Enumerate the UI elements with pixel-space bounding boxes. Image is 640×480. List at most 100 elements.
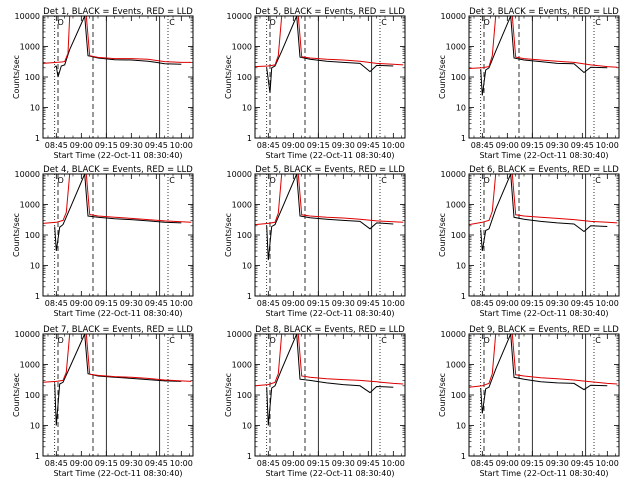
- y-axis-label: Counts/sec: [224, 373, 233, 417]
- x-axis-label: Start Time (22-Oct-11 08:30:40): [479, 469, 608, 478]
- y-tick-label: 1000: [446, 43, 466, 52]
- series-lld-line: [469, 16, 618, 69]
- plot-frame: [254, 333, 406, 457]
- x-tick-label: 09:15: [95, 459, 118, 468]
- y-tick-label: 1000: [232, 361, 252, 370]
- panel-4: Det 4, BLACK = Events, RED = LLD 1 10 100 10…: [12, 165, 194, 318]
- spike-label: C: [595, 18, 601, 27]
- x-tick-label: 10:00: [596, 299, 619, 308]
- y-tick-label: 10000: [15, 330, 40, 339]
- series-events-line: [480, 174, 608, 251]
- x-axis-label: Start Time (22-Oct-11 08:30:40): [265, 309, 394, 318]
- x-tick-label: 08:45: [45, 299, 68, 308]
- series-lld-line: [255, 174, 404, 226]
- x-tick-label: 09:30: [546, 299, 569, 308]
- spike-label: O: [484, 176, 490, 185]
- panel-9: Det 9, BLACK = Events, RED = LLD 1 10 100 10…: [438, 325, 620, 478]
- x-tick-label: 08:45: [45, 459, 68, 468]
- x-tick-label: 10:00: [382, 299, 405, 308]
- x-axis-label: Start Time (22-Oct-11 08:30:40): [479, 309, 608, 318]
- x-tick-label: 09:45: [571, 299, 594, 308]
- y-tick-label: 100: [237, 391, 252, 400]
- y-tick-label: 10000: [441, 170, 466, 179]
- y-tick-label: 1: [35, 134, 40, 143]
- y-tick-label: 100: [25, 391, 40, 400]
- y-tick-label: 1000: [446, 361, 466, 370]
- x-axis-label: Start Time (22-Oct-11 08:30:40): [53, 309, 182, 318]
- y-tick-label: 1: [247, 452, 252, 461]
- y-tick-label: 1000: [446, 201, 466, 210]
- panel-3: Det 3, BLACK = Events, RED = LLD 1 10 100 10…: [438, 7, 620, 160]
- x-tick-label: 09:30: [120, 299, 143, 308]
- y-tick-label: 1: [247, 292, 252, 301]
- x-tick-label: 09:30: [546, 141, 569, 150]
- y-axis-label: Counts/sec: [438, 213, 447, 257]
- x-tick-label: 10:00: [382, 459, 405, 468]
- x-tick-label: 09:15: [307, 299, 330, 308]
- panel-title: Det 3, BLACK = Events, RED = LLD: [469, 7, 619, 17]
- y-tick-label: 10: [242, 262, 252, 271]
- y-tick-label: 10000: [227, 330, 252, 339]
- x-tick-label: 09:00: [496, 459, 519, 468]
- x-tick-label: 09:15: [95, 141, 118, 150]
- spike-label: O: [270, 18, 276, 27]
- y-axis-label: Counts/sec: [12, 55, 21, 99]
- x-tick-label: 09:45: [145, 459, 168, 468]
- plot-frame: [254, 173, 406, 297]
- panel-1: Det 1, BLACK = Events, RED = LLD 1 10 100 10…: [12, 7, 194, 160]
- panel-title: Det 4, BLACK = Events, RED = LLD: [43, 165, 193, 175]
- x-tick-label: 09:45: [357, 141, 380, 150]
- series-lld-line: [43, 334, 192, 383]
- x-tick-label: 09:45: [357, 299, 380, 308]
- x-axis-label: Start Time (22-Oct-11 08:30:40): [53, 469, 182, 478]
- x-tick-label: 09:15: [307, 141, 330, 150]
- x-tick-label: 08:45: [45, 141, 68, 150]
- x-tick-label: 08:45: [471, 299, 494, 308]
- y-axis-label: Counts/sec: [438, 55, 447, 99]
- y-tick-label: 1000: [20, 43, 40, 52]
- y-tick-label: 100: [25, 231, 40, 240]
- y-tick-label: 1000: [232, 43, 252, 52]
- y-axis-label: Counts/sec: [438, 373, 447, 417]
- series-lld-line: [43, 16, 192, 64]
- series-lld-line: [255, 16, 404, 68]
- x-tick-label: 09:00: [496, 141, 519, 150]
- spike-label: O: [58, 18, 64, 27]
- y-tick-label: 10: [456, 422, 466, 431]
- y-tick-label: 10: [242, 104, 252, 113]
- x-tick-label: 09:00: [70, 299, 93, 308]
- series-events-line: [54, 16, 182, 78]
- panel-7: Det 7, BLACK = Events, RED = LLD 1 10 100 10…: [12, 325, 194, 478]
- panel-title: Det 9, BLACK = Events, RED = LLD: [469, 325, 619, 335]
- x-tick-label: 08:45: [257, 299, 280, 308]
- x-tick-label: 08:45: [257, 141, 280, 150]
- panel-8: Det 8, BLACK = Events, RED = LLD 1 10 100 10…: [224, 325, 406, 478]
- series-events-line: [480, 334, 608, 414]
- x-tick-label: 10:00: [596, 141, 619, 150]
- panel-title: Det 1, BLACK = Events, RED = LLD: [43, 7, 193, 17]
- y-tick-label: 100: [451, 73, 466, 82]
- x-tick-label: 09:15: [307, 459, 330, 468]
- y-tick-label: 10000: [441, 12, 466, 21]
- y-tick-label: 10000: [15, 12, 40, 21]
- x-tick-label: 09:45: [571, 459, 594, 468]
- x-tick-label: 09:30: [120, 459, 143, 468]
- y-tick-label: 1000: [20, 201, 40, 210]
- x-tick-label: 09:45: [571, 141, 594, 150]
- y-tick-label: 1000: [232, 201, 252, 210]
- x-tick-label: 09:15: [95, 299, 118, 308]
- y-tick-label: 10: [456, 104, 466, 113]
- y-axis-label: Counts/sec: [12, 373, 21, 417]
- y-tick-label: 10000: [227, 170, 252, 179]
- y-tick-label: 100: [25, 73, 40, 82]
- plot-frame: [42, 173, 194, 297]
- y-tick-label: 10: [456, 262, 466, 271]
- series-lld-line: [43, 174, 192, 224]
- x-tick-label: 09:45: [145, 141, 168, 150]
- spike-label: C: [381, 176, 387, 185]
- x-axis-label: Start Time (22-Oct-11 08:30:40): [53, 151, 182, 160]
- series-lld-line: [469, 174, 618, 226]
- x-tick-label: 09:30: [332, 459, 355, 468]
- x-tick-label: 10:00: [170, 141, 193, 150]
